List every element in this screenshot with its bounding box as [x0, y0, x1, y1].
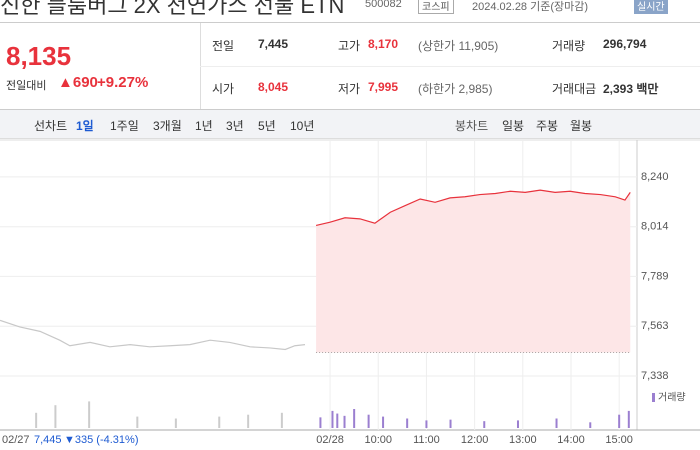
y-tick-label: 8,240: [641, 171, 669, 183]
summary-label: 거래량: [552, 39, 586, 53]
area: [316, 190, 631, 353]
x-tick-label: 13:00: [509, 434, 537, 446]
summary-label: 전일: [212, 39, 235, 53]
footer-change: ▼335 (-4.31%): [64, 434, 138, 446]
footer-close: 7,445: [34, 434, 62, 446]
volume-bar: [425, 420, 428, 428]
volume-bar: [343, 415, 346, 428]
volume-bar: [88, 401, 91, 428]
summary-value: 296,794: [603, 37, 647, 51]
summary-label: 저가: [338, 82, 361, 96]
y-tick-label: 7,338: [641, 370, 669, 382]
realtime[interactable]: 실시간: [634, 0, 668, 14]
summary-value: 8,170: [368, 37, 399, 51]
volume-bar: [627, 410, 630, 428]
x-tick-label: 15:00: [605, 434, 633, 446]
legend-swatch: [652, 393, 655, 402]
change: ▲690: [58, 74, 98, 91]
summary-box: 8,135 전일대비 ▲690 +9.27% 전일 7,445 고가 8,170 (상한…: [0, 22, 700, 110]
y-tick-label: 7,563: [641, 320, 669, 332]
volume-bar: [136, 416, 139, 428]
footer-date: 02/27: [2, 434, 30, 446]
summary-extra: (하한가 2,985): [418, 82, 493, 96]
market: 코스피: [418, 0, 454, 14]
x-tick-label: 11:00: [413, 434, 440, 446]
tab[interactable]: 3년: [226, 119, 244, 133]
volume-bar: [174, 418, 177, 428]
summary-value: 7,995: [368, 80, 399, 94]
legend-label: 거래량: [658, 392, 686, 404]
volume-bar: [319, 417, 322, 428]
tab[interactable]: 3개월: [153, 119, 182, 133]
summary-label: 시가: [212, 82, 235, 96]
change-label: 전일대비: [6, 80, 47, 92]
volume-bar: [516, 420, 519, 428]
x-tick-label: 02/28: [316, 434, 344, 446]
tab[interactable]: 일봉: [502, 119, 525, 133]
volume-bar: [555, 418, 558, 428]
volume-bar: [353, 409, 356, 428]
volume-bar: [367, 414, 370, 428]
tab[interactable]: 10년: [290, 119, 315, 133]
tab[interactable]: 월봉: [570, 119, 593, 133]
line: [0, 319, 306, 351]
tab[interactable]: 1일: [76, 119, 94, 133]
summary-value: 7,445: [258, 37, 289, 51]
volume-bar: [449, 419, 452, 428]
volume-bar: [589, 422, 592, 428]
date: 2024.02.28 기준(장마감): [472, 1, 589, 13]
summary-extra: (상한가 11,905): [418, 39, 499, 53]
summary-value: 8,045: [258, 80, 289, 94]
x-tick-label: 14:00: [557, 434, 585, 446]
volume-bar: [280, 412, 283, 428]
summary-label: 고가: [338, 39, 361, 53]
code: 500082: [365, 0, 402, 10]
change-pct: +9.27%: [97, 74, 149, 91]
title: 신한 블룸버그 2X 천연가스 선물 ETN: [0, 0, 345, 18]
volume-bar: [35, 412, 38, 428]
tab[interactable]: 1년: [195, 119, 213, 133]
volume-bar: [218, 416, 221, 428]
summary-label: 거래대금: [552, 82, 597, 96]
volume-bar: [483, 421, 486, 428]
volume-bar: [406, 418, 409, 428]
tab-bar: 선차트 1일 1주일 3개월 1년 3년 5년 10년 봉차트 일봉 주봉 월봉: [0, 110, 700, 139]
volume-bar: [331, 410, 334, 428]
tab[interactable]: 주봉: [536, 119, 559, 133]
divider: [200, 66, 700, 67]
y-tick-label: 8,014: [641, 221, 669, 233]
x-tick-label: 12:00: [461, 434, 489, 446]
tab[interactable]: 5년: [258, 119, 276, 133]
volume-bar: [54, 405, 57, 428]
tab-label: 선차트: [34, 119, 68, 133]
volume-bar: [336, 413, 339, 428]
price: 8,135: [6, 41, 72, 71]
volume-bar: [382, 416, 385, 428]
tab-label: 봉차트: [455, 119, 489, 133]
summary-value: 2,393 백만: [603, 82, 659, 96]
x-tick-label: 10:00: [364, 434, 392, 446]
volume-bar: [618, 414, 621, 428]
line: [315, 189, 631, 227]
tab[interactable]: 1주일: [110, 119, 139, 133]
volume-bar: [247, 414, 250, 428]
y-tick-label: 7,789: [641, 270, 669, 282]
